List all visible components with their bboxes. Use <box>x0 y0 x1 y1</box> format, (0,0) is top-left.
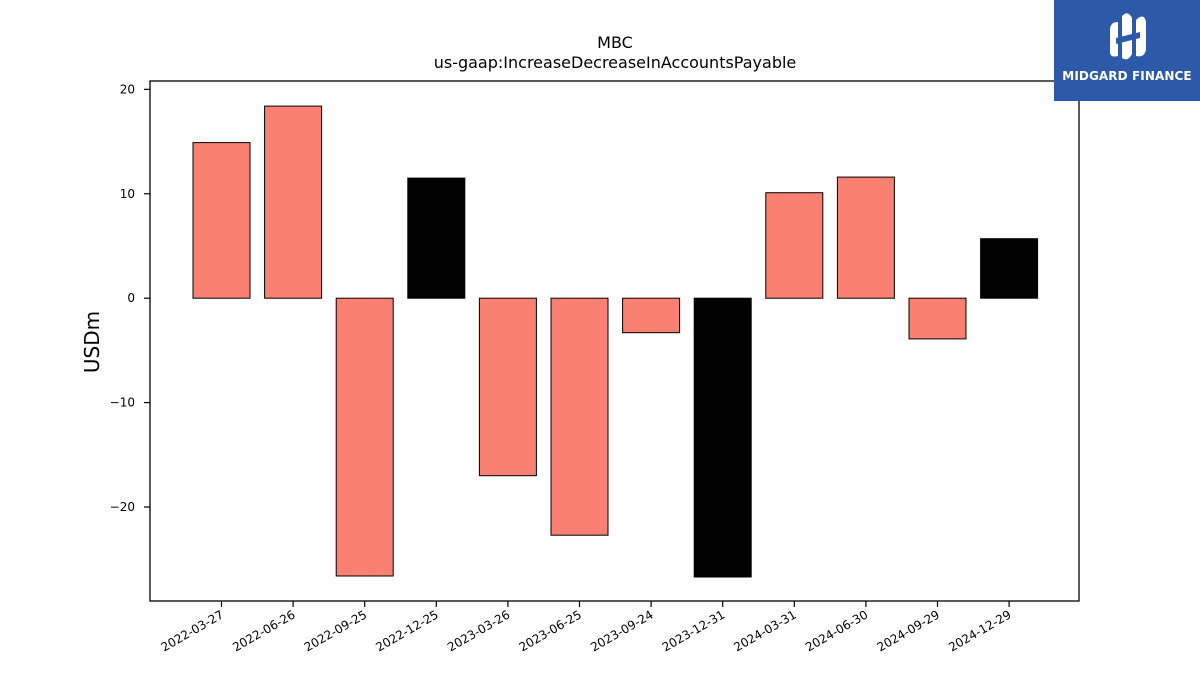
y-axis-label: USDm <box>80 311 104 373</box>
midgard-finance-logo: MIDGARD FINANCE <box>1054 0 1200 101</box>
x-tick-label: 2024-06-30 <box>803 607 870 654</box>
chart-subtitle: us-gaap:IncreaseDecreaseInAccountsPayabl… <box>434 53 797 72</box>
x-tick-label: 2022-06-26 <box>230 607 297 654</box>
bar-2024-03-31 <box>765 192 824 299</box>
bar-2024-06-30 <box>836 176 895 299</box>
x-tick-label: 2023-06-25 <box>517 607 584 654</box>
y-tick-label: 0 <box>127 291 135 305</box>
plot-frame <box>149 80 1080 602</box>
x-tick-label: 2022-12-25 <box>373 607 440 654</box>
x-tick-label: 2024-03-31 <box>731 607 798 654</box>
bar-2024-12-29 <box>980 238 1039 299</box>
x-tick-label: 2022-03-27 <box>159 607 226 654</box>
y-tick-label: −20 <box>110 500 135 514</box>
y-tick-label: 20 <box>120 82 135 96</box>
bar-2022-06-26 <box>264 105 323 299</box>
x-tick-label: 2024-09-29 <box>875 607 942 654</box>
x-tick-label: 2023-12-31 <box>660 607 727 654</box>
x-tick-label: 2022-09-25 <box>302 607 369 654</box>
bar-2024-09-29 <box>908 297 967 340</box>
midgard-logo-icon <box>1110 13 1146 60</box>
x-tick-label: 2024-12-29 <box>946 607 1013 654</box>
y-tick-label: 10 <box>120 187 135 201</box>
chart-title: MBC <box>597 33 633 52</box>
bar-2023-09-24 <box>622 297 681 334</box>
bar-2022-12-25 <box>407 177 466 299</box>
bar-2022-09-25 <box>335 297 394 577</box>
x-tick-label: 2023-03-26 <box>445 607 512 654</box>
y-tick-label: −10 <box>110 396 135 410</box>
x-tick-label: 2023-09-24 <box>588 607 655 654</box>
bar-2022-03-27 <box>192 142 251 299</box>
bar-2023-06-25 <box>550 297 609 536</box>
bar-2023-03-26 <box>478 297 537 477</box>
logo-text: MIDGARD FINANCE <box>1062 69 1192 83</box>
bar-2023-12-31 <box>693 297 752 578</box>
